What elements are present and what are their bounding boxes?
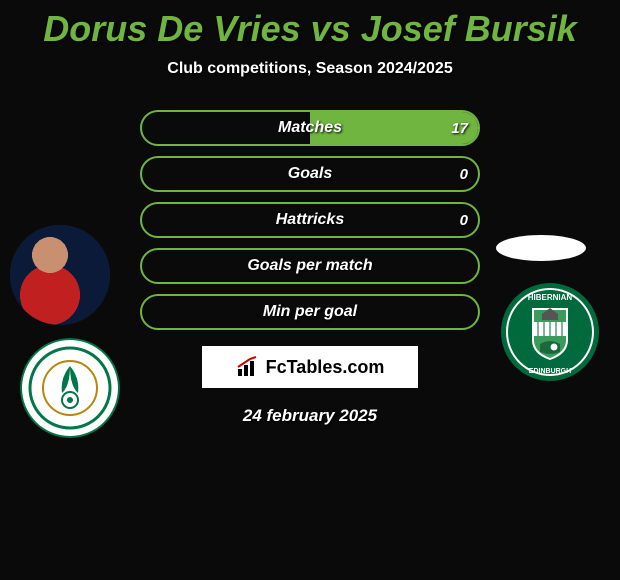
stat-label: Goals per match (247, 257, 372, 275)
stat-row-min-per-goal: Min per goal (140, 294, 480, 330)
subtitle: Club competitions, Season 2024/2025 (0, 60, 620, 78)
comparison-content: HIBERNIAN EDINBURGH Matches 17 Goals 0 (0, 110, 620, 426)
stat-row-goals-per-match: Goals per match (140, 248, 480, 284)
club-badge-right: HIBERNIAN EDINBURGH (500, 282, 600, 382)
stat-label: Matches (278, 119, 342, 137)
bar-chart-icon (236, 355, 260, 379)
stat-row-matches: Matches 17 (140, 110, 480, 146)
svg-text:EDINBURGH: EDINBURGH (529, 368, 571, 375)
brand-label: FcTables.com (266, 357, 385, 378)
stat-value-right: 17 (451, 120, 468, 137)
stat-label: Hattricks (276, 211, 344, 229)
stat-row-goals: Goals 0 (140, 156, 480, 192)
player-photo-right-placeholder (496, 235, 586, 261)
stat-label: Min per goal (263, 303, 357, 321)
brand-badge[interactable]: FcTables.com (202, 346, 418, 388)
stat-rows: Matches 17 Goals 0 Hattricks 0 Goals per… (140, 110, 480, 330)
stat-value-right: 0 (460, 166, 468, 183)
page-title: Dorus De Vries vs Josef Bursik (0, 0, 620, 50)
player-photo-left (10, 225, 110, 325)
player-silhouette-icon (10, 225, 110, 325)
stat-label: Goals (288, 165, 332, 183)
club-badge-left (20, 338, 120, 438)
stat-row-hattricks: Hattricks 0 (140, 202, 480, 238)
stat-value-right: 0 (460, 212, 468, 229)
svg-text:HIBERNIAN: HIBERNIAN (528, 293, 573, 302)
